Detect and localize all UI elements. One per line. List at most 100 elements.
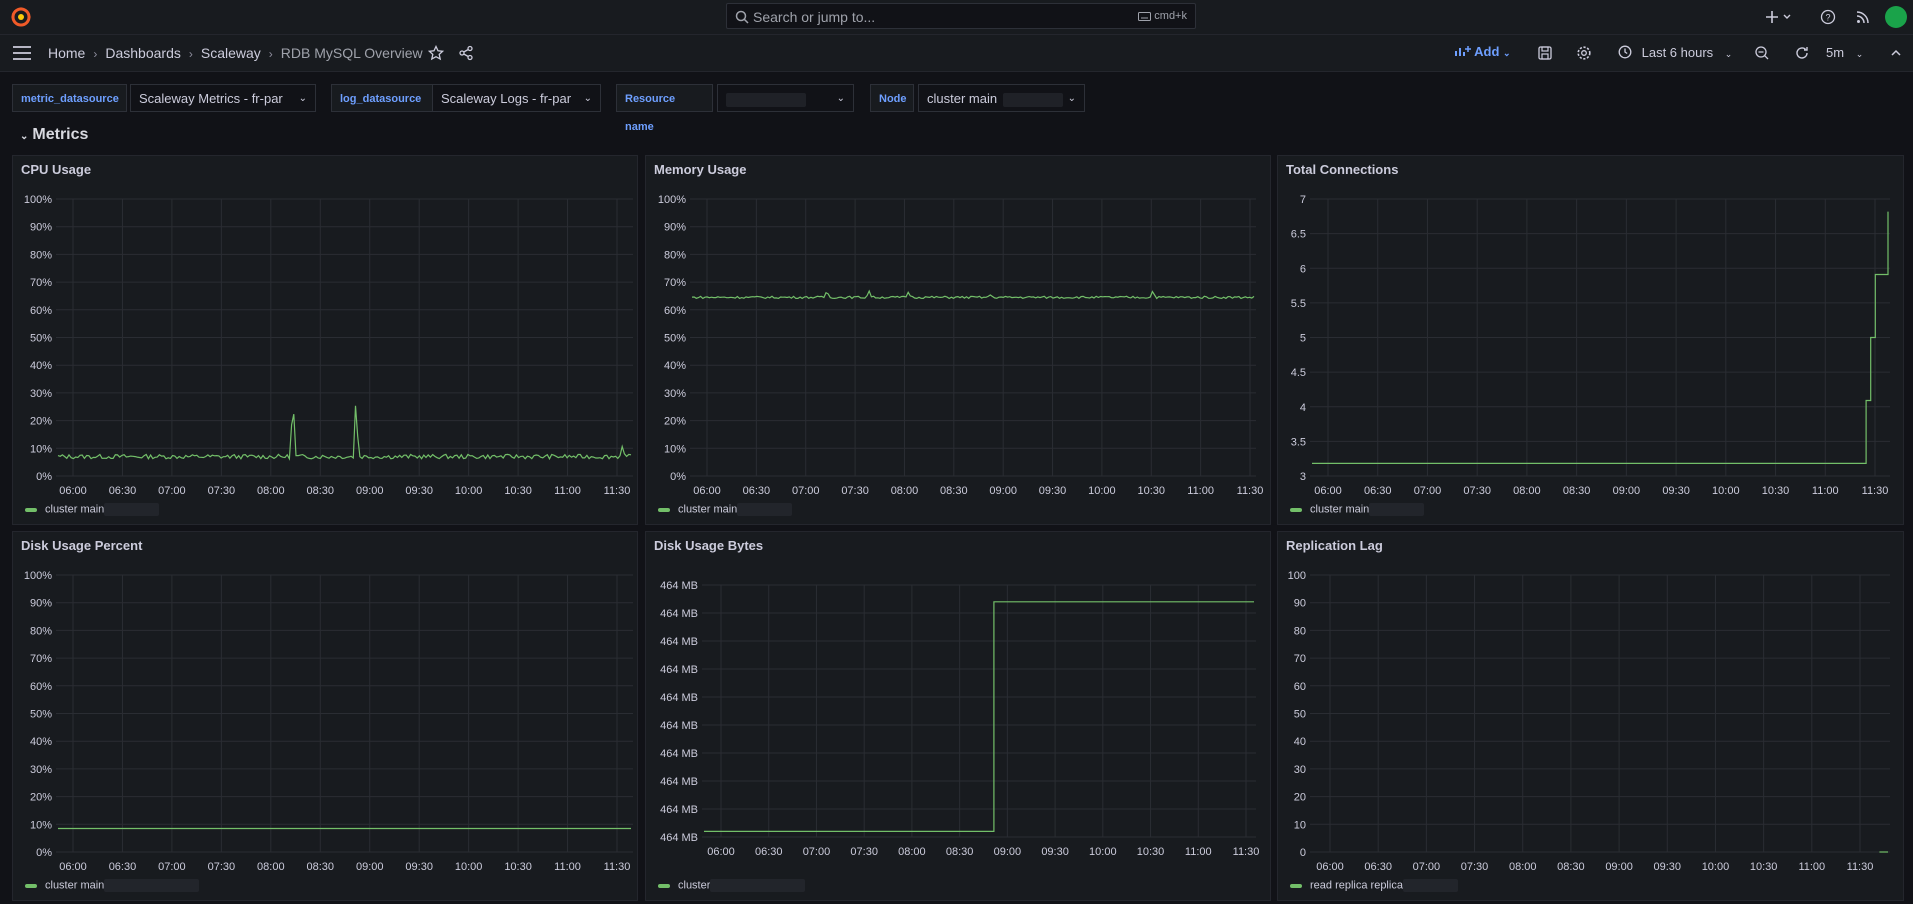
legend-item[interactable]: read replica replica <box>1290 879 1458 892</box>
y-tick-label: 90 <box>1294 598 1306 610</box>
x-tick-label: 08:30 <box>946 846 974 858</box>
save-icon[interactable] <box>1537 45 1553 61</box>
series-line <box>704 601 1254 832</box>
breadcrumb-separator: › <box>188 47 193 61</box>
breadcrumb-current: RDB MySQL Overview <box>280 45 423 61</box>
disk-usage-percent-chart: 0% 10% 20% 30% 40% 50% 60% 70% 80% 90% 100% 06:00 06… <box>24 570 633 873</box>
legend-swatch <box>658 507 670 512</box>
panel-disk-usage-bytes[interactable]: Disk Usage Bytes 464 MB 464 MB 464 MB 464 M… <box>645 531 1271 901</box>
zoom-out-icon[interactable] <box>1754 45 1770 61</box>
svg-text:?: ? <box>1825 13 1830 23</box>
x-tick-label: 07:00 <box>1414 485 1442 497</box>
redacted-value <box>1003 92 1064 107</box>
share-icon[interactable] <box>458 45 474 61</box>
search-shortcut-text: cmd+k <box>1154 10 1187 22</box>
y-tick-label: 464 MB <box>660 776 698 788</box>
x-tick-label: 08:00 <box>891 485 919 497</box>
legend-swatch <box>1290 507 1302 512</box>
x-tick-label: 10:30 <box>504 861 532 873</box>
settings-gear-icon[interactable] <box>1576 45 1592 61</box>
x-tick-label: 07:00 <box>158 861 186 873</box>
panel-replication-lag[interactable]: Replication Lag 0 10 20 30 40 50 60 70 80 90 100 06… <box>1277 531 1904 901</box>
time-range-label: Last 6 hours <box>1641 45 1714 60</box>
legend-item[interactable]: cluster <box>658 879 806 892</box>
variable-label-resource-name: Resource name <box>616 84 713 133</box>
memory-usage-chart: 0% 10% 20% 30% 40% 50% 60% 70% 80% 90% 100% 06:00 06… <box>658 194 1264 497</box>
legend-item[interactable]: cluster main <box>25 879 200 892</box>
x-tick-label: 11:30 <box>1233 846 1260 858</box>
legend-item[interactable]: cluster main <box>658 503 793 516</box>
chevron-down-icon: ⌄ <box>298 93 307 104</box>
panel-memory-usage[interactable]: Memory Usage 0% 10% 20% 30% 40% 50% 60% 70% 80% 9… <box>645 155 1271 525</box>
y-tick-label: 0% <box>670 471 686 483</box>
panel-title: Disk Usage Percent <box>21 538 143 553</box>
x-tick-label: 06:30 <box>743 485 771 497</box>
y-tick-label: 30% <box>30 764 52 776</box>
breadcrumb-dashboards[interactable]: Dashboards <box>105 45 181 61</box>
panel-cpu-usage[interactable]: CPU Usage 0% 10% 20% 30% 40% 50% 60% 70% 80% 90% 1… <box>12 155 638 525</box>
row-metrics[interactable]: ⌄ Metrics <box>20 126 88 144</box>
variable-value: Scaleway Logs - fr-par <box>441 91 572 106</box>
chevron-down-icon[interactable] <box>1782 9 1792 25</box>
breadcrumb-folder[interactable]: Scaleway <box>200 45 261 61</box>
variable-select-resource-name[interactable]: ⌄ <box>717 84 854 112</box>
chevron-up-icon[interactable] <box>1888 45 1904 61</box>
refresh-icon[interactable] <box>1794 45 1810 61</box>
y-tick-label: 30% <box>664 388 686 400</box>
series-line <box>1312 211 1889 464</box>
y-tick-label: 464 MB <box>660 720 698 732</box>
x-tick-label: 08:00 <box>898 846 926 858</box>
x-tick-label: 09:30 <box>405 485 433 497</box>
grafana-logo-icon[interactable] <box>10 6 32 28</box>
panel-disk-usage-percent[interactable]: Disk Usage Percent 0% 10% 20% 30% 40% 50% 60% 7… <box>12 531 638 901</box>
search-bar[interactable]: Search or jump to... cmd+k <box>726 3 1196 29</box>
time-range-picker[interactable]: Last 6 hours ⌄ <box>1618 45 1732 60</box>
add-button[interactable]: Add ⌄ <box>1455 44 1511 59</box>
y-tick-label: 5 <box>1300 333 1306 345</box>
series-line <box>691 289 1255 300</box>
add-button-label: Add <box>1474 44 1500 59</box>
y-tick-label: 80 <box>1294 625 1306 637</box>
y-tick-label: 464 MB <box>660 832 698 844</box>
panel-total-connections[interactable]: Total Connections 3 3.5 4 4.5 5 5.5 6 6.5 7 06:00… <box>1277 155 1904 525</box>
variable-label-node: Node <box>870 84 914 112</box>
y-tick-label: 50% <box>30 709 52 721</box>
x-tick-label: 06:00 <box>59 485 87 497</box>
x-tick-label: 08:30 <box>307 861 335 873</box>
plus-icon[interactable] <box>1764 9 1780 25</box>
y-tick-label: 464 MB <box>660 580 698 592</box>
y-tick-label: 80% <box>30 249 52 261</box>
y-tick-label: 100% <box>658 194 686 206</box>
redacted-value <box>1369 503 1425 516</box>
user-avatar[interactable] <box>1885 6 1907 28</box>
x-tick-label: 10:30 <box>1138 485 1166 497</box>
legend-label: read replica replica <box>1310 879 1403 892</box>
breadcrumb-home[interactable]: Home <box>48 45 86 61</box>
help-icon[interactable]: ? <box>1820 9 1836 25</box>
y-tick-label: 464 MB <box>660 804 698 816</box>
variable-select-log-datasource[interactable]: Scaleway Logs - fr-par ⌄ <box>432 84 601 112</box>
rss-icon[interactable] <box>1855 9 1871 25</box>
chevron-down-icon: ⌄ <box>836 93 845 104</box>
x-tick-label: 08:30 <box>1557 861 1585 873</box>
menu-icon[interactable] <box>12 45 32 61</box>
variable-select-metric-datasource[interactable]: Scaleway Metrics - fr-par ⌄ <box>130 84 316 112</box>
x-tick-label: 08:30 <box>307 485 335 497</box>
x-tick-label: 08:00 <box>1513 485 1541 497</box>
y-tick-label: 60% <box>664 305 686 317</box>
x-tick-label: 10:30 <box>1750 861 1778 873</box>
legend-item[interactable]: cluster main <box>1290 503 1425 516</box>
variable-label-metric-datasource: metric_datasource <box>12 84 127 112</box>
x-tick-label: 07:00 <box>158 485 186 497</box>
x-tick-label: 11:30 <box>604 485 631 497</box>
legend-item[interactable]: cluster main <box>25 503 160 516</box>
x-tick-label: 09:00 <box>989 485 1017 497</box>
y-tick-label: 100% <box>24 570 52 582</box>
y-tick-label: 0% <box>36 471 52 483</box>
refresh-interval-picker[interactable]: 5m ⌄ <box>1826 45 1863 60</box>
star-icon[interactable] <box>428 45 444 61</box>
panel-title: CPU Usage <box>21 162 92 177</box>
variable-select-node[interactable]: cluster main ⌄ <box>918 84 1085 112</box>
y-tick-label: 0% <box>36 847 52 859</box>
y-tick-label: 10% <box>30 819 52 831</box>
